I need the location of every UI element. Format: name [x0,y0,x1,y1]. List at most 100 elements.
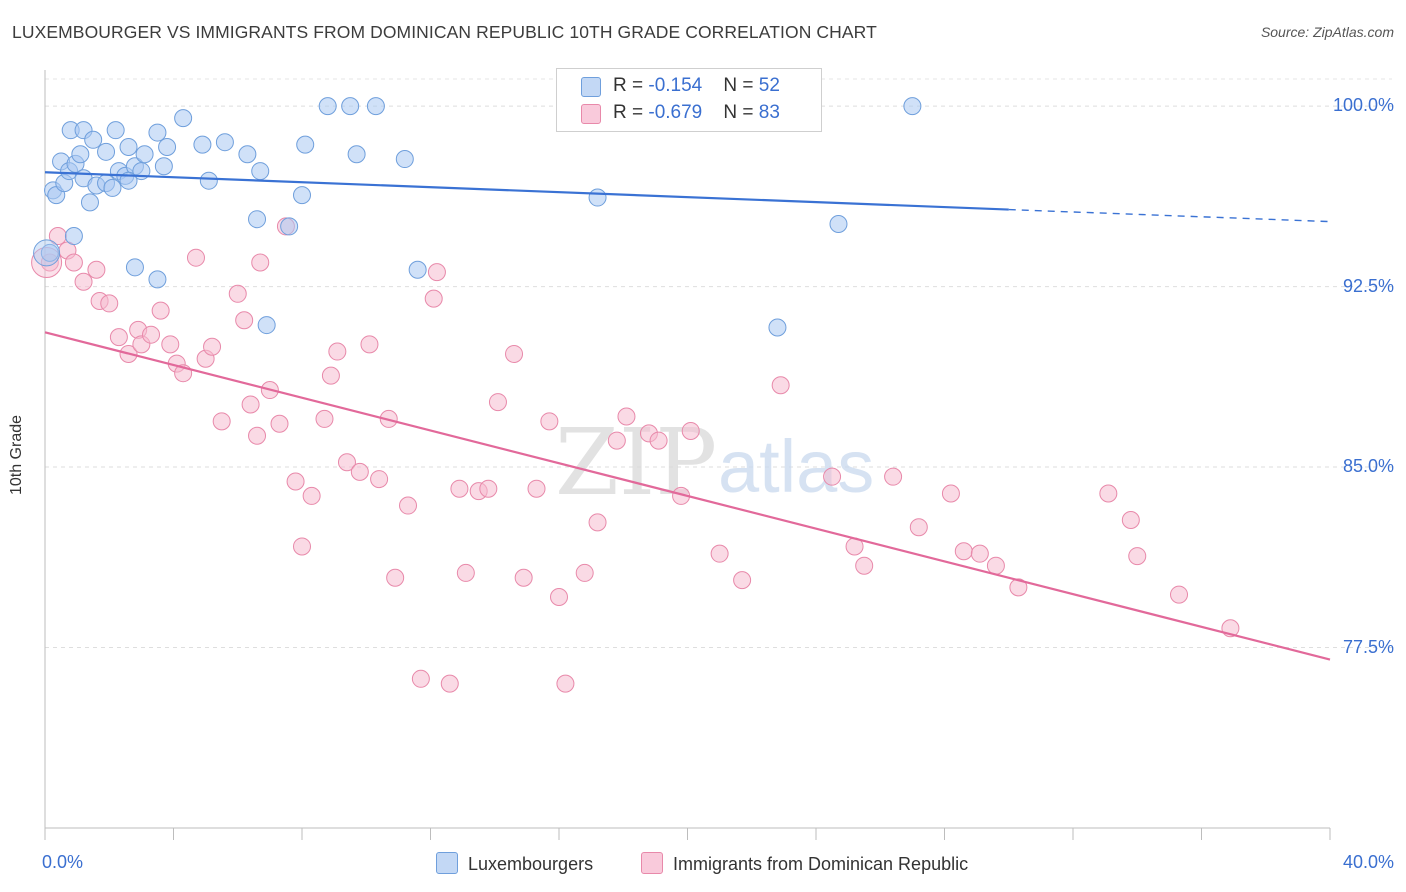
luxembourger-point [64,227,83,246]
luxembourger-point [125,258,144,277]
dominican-point [941,484,960,503]
dominican-point [424,289,443,308]
luxembourger-point [257,316,276,335]
dominican-point [488,393,507,412]
dominican-point [884,467,903,486]
luxembourger-point [280,217,299,236]
luxembourger-point [293,186,311,205]
dominican-point [556,674,575,693]
series-luxembourgers-points [33,97,922,337]
dominican-point [142,325,161,344]
dominican-point [315,409,334,428]
chart-title: LUXEMBOURGER VS IMMIGRANTS FROM DOMINICA… [12,22,877,42]
dominican-point [505,344,524,363]
luxembourger-point [296,135,315,154]
axes [44,70,1331,840]
dominican-point [823,467,842,486]
legend-r-value: -0.154 [648,75,703,96]
dominican-point [649,431,668,450]
y-axis-label: 10th Grade [8,414,25,496]
luxembourger-point [238,145,257,164]
dominican-point [360,335,379,354]
luxembourger-point [40,243,59,262]
luxembourger-point [158,138,177,157]
legend-r-label: R = [613,75,649,96]
y-tick-label: 77.5% [1342,636,1394,657]
luxembourger-point [588,188,607,207]
dominican-point [235,311,254,330]
dominican-point [293,537,311,556]
luxembourger-point [148,270,167,289]
dominican-point [450,479,469,498]
luxembourger-point [84,130,103,149]
series-dominican-points [31,217,1240,693]
luxembourger-point [366,97,385,116]
dominican-point [527,479,546,498]
dominican-point [64,253,83,272]
dominican-point [328,342,347,361]
dominican-point [286,472,305,491]
watermark: ZIP atlas [555,409,874,516]
luxembourger-point [347,145,366,164]
dominican-point [321,366,340,385]
bottom-legend-swatch-blue [436,852,458,874]
trend-line-dominican [44,331,1331,661]
legend-n-value: 83 [758,102,780,123]
dominican-point [427,263,446,282]
x-tick-label-min: 0.0% [42,852,84,872]
dominican-point [350,462,369,481]
luxembourger-point [174,109,193,128]
dominican-point [1128,547,1147,566]
dominican-point [1121,510,1140,529]
source-label: Source: ZipAtlas.com [1260,24,1394,40]
dominican-point [710,544,729,563]
luxembourger-point [768,318,787,337]
bottom-legend-dominican: Immigrants from Dominican Republic [641,852,968,875]
luxembourger-point [341,97,360,116]
dominican-point [228,284,247,303]
bottom-legend-luxembourgers: Luxembourgers [436,852,593,875]
dominican-point [1099,484,1118,503]
luxembourger-point [97,142,116,161]
y-tick-label: 100.0% [1332,95,1394,116]
dominican-point [1170,585,1189,604]
legend-n-value: 52 [758,75,780,96]
dominican-point [970,544,989,563]
dominican-point [771,376,790,395]
dominican-point [151,301,170,320]
bottom-legend-swatch-pink [641,852,663,874]
dominican-point [607,431,626,450]
dominican-point [909,518,928,537]
dominican-point [550,587,568,606]
legend-n-label: N = [723,102,759,123]
luxembourger-point [148,123,167,142]
dominican-point [617,407,636,426]
dominican-point [109,328,128,347]
legend-r-label: R = [613,102,649,123]
dominican-point [588,513,607,532]
luxembourger-point-cluster [33,239,61,267]
x-tick-label-max: 40.0% [1342,852,1394,872]
dominican-point [456,563,475,582]
luxembourger-point [154,157,173,176]
luxembourger-point [106,121,125,140]
luxembourger-point [80,193,99,212]
luxembourger-point [71,145,90,164]
luxembourger-point [119,138,138,157]
dominican-point [100,294,119,313]
dominican-point [212,412,231,431]
bottom-legend-label-blue: Luxembourgers [468,854,594,874]
dominican-point [575,563,594,582]
y-tick-label: 85.0% [1342,456,1394,477]
dominican-point [87,260,106,279]
dominican-point [954,542,973,561]
dominican-point [370,470,389,489]
dominican-point [514,568,533,587]
dominican-point [248,426,267,445]
bottom-legend-label-pink: Immigrants from Dominican Republic [673,854,969,874]
dominican-point [241,395,260,414]
dominican-point [479,479,498,498]
legend-n-label: N = [723,75,759,96]
watermark-atlas: atlas [718,425,874,508]
